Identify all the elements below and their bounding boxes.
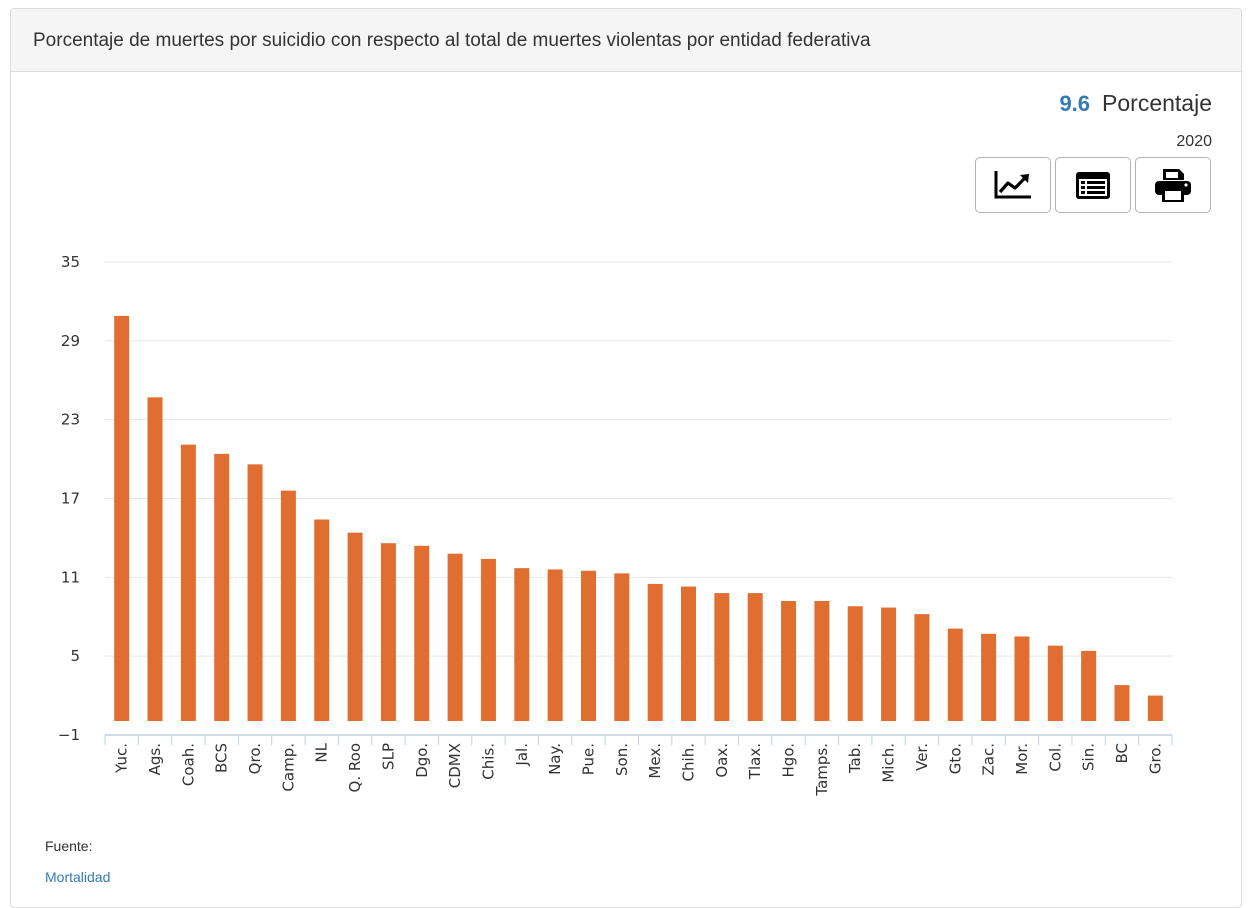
y-tick-label: 5	[70, 647, 80, 665]
table-view-button[interactable]	[1055, 157, 1131, 213]
x-tick-label: Q. Roo	[346, 743, 364, 792]
y-tick-label: −1	[58, 726, 80, 744]
indicator: 9.6 Porcentaje	[1059, 90, 1212, 117]
indicator-year: 2020	[1176, 133, 1212, 150]
x-tick-label: Tab.	[846, 743, 864, 774]
bar	[214, 453, 230, 721]
bar	[547, 569, 563, 721]
table-list-icon	[1076, 172, 1110, 199]
x-tick-label: Mex.	[646, 743, 664, 779]
x-tick-label: Son.	[613, 743, 631, 776]
x-tick-label: Zac.	[980, 743, 998, 775]
x-tick-label: Chis.	[479, 743, 497, 780]
x-tick-label: Oax.	[713, 743, 731, 778]
x-tick-label: Ver.	[913, 743, 931, 771]
x-tick-label: Pue.	[579, 743, 597, 775]
x-tick-label: Tlax.	[746, 743, 764, 780]
print-button[interactable]	[1135, 157, 1211, 213]
source-label: Fuente:	[45, 838, 93, 854]
print-icon	[1155, 169, 1191, 202]
x-tick-label: Camp.	[279, 743, 297, 792]
bar	[114, 315, 130, 721]
bar	[847, 606, 863, 721]
x-tick-label: BC	[1113, 743, 1131, 764]
line-chart-button[interactable]	[975, 157, 1051, 213]
bar	[314, 519, 330, 721]
bar	[881, 607, 897, 721]
x-tick-label: Nay.	[546, 743, 564, 775]
bar	[747, 593, 763, 721]
bar	[1047, 645, 1063, 721]
x-tick-label: Ags.	[146, 743, 164, 775]
bar	[814, 600, 830, 721]
bar	[981, 633, 997, 721]
bar	[447, 553, 463, 721]
y-tick-label: 29	[61, 332, 80, 350]
indicator-value: 9.6	[1059, 91, 1091, 116]
bar	[947, 628, 963, 721]
x-tick-label: Qro.	[246, 743, 264, 774]
x-tick-label: NL	[313, 742, 331, 762]
x-tick-label: Coah.	[179, 743, 197, 786]
y-tick-label: 17	[61, 490, 80, 508]
bar	[280, 490, 296, 721]
line-chart-icon	[994, 171, 1031, 199]
x-tick-label: Sin.	[1080, 743, 1098, 771]
bar	[180, 444, 196, 721]
x-tick-label: Jal.	[513, 743, 531, 767]
bar	[1147, 695, 1163, 721]
y-tick-label: 23	[61, 411, 80, 429]
panel-title: Porcentaje de muertes por suicidio con r…	[11, 9, 1241, 72]
x-tick-label: Gro.	[1146, 743, 1164, 774]
source-link[interactable]: Mortalidad	[45, 869, 111, 885]
x-tick-label: Chih.	[680, 743, 698, 781]
x-tick-label: Hgo.	[780, 743, 798, 777]
bar	[1014, 636, 1030, 721]
bar	[681, 586, 697, 721]
bar	[781, 600, 797, 721]
x-tick-label: CDMX	[446, 743, 464, 788]
x-tick-label: Gto.	[946, 743, 964, 774]
x-tick-label: Yuc.	[113, 743, 131, 774]
bar	[647, 583, 663, 721]
x-tick-label: SLP	[379, 743, 397, 770]
x-tick-label: BCS	[213, 743, 231, 773]
bar	[714, 593, 730, 721]
x-tick-label: Dgo.	[413, 743, 431, 778]
bar	[247, 464, 263, 721]
x-tick-label: Col.	[1046, 743, 1064, 772]
y-tick-label: 11	[61, 568, 80, 586]
x-tick-label: Mich.	[880, 743, 898, 783]
bar	[914, 614, 930, 721]
chart-toolbar	[975, 157, 1211, 213]
bar	[580, 570, 596, 721]
bar	[614, 573, 630, 721]
bar-chart: −1 5 11 17 23 29 35 Yuc. Ags. Coah. BCS Qro. Camp. NL…	[58, 253, 1173, 797]
bar	[380, 543, 396, 721]
indicator-unit: Porcentaje	[1102, 90, 1212, 116]
bar	[480, 558, 496, 721]
x-tick-label: Mor.	[1013, 743, 1031, 775]
bar	[1081, 650, 1097, 721]
y-tick-label: 35	[61, 253, 80, 271]
bar	[347, 532, 363, 721]
bar	[414, 545, 430, 721]
bar	[147, 397, 163, 721]
bar	[1114, 685, 1130, 721]
x-tick-label: Tamps.	[813, 743, 831, 797]
bar	[514, 568, 530, 721]
